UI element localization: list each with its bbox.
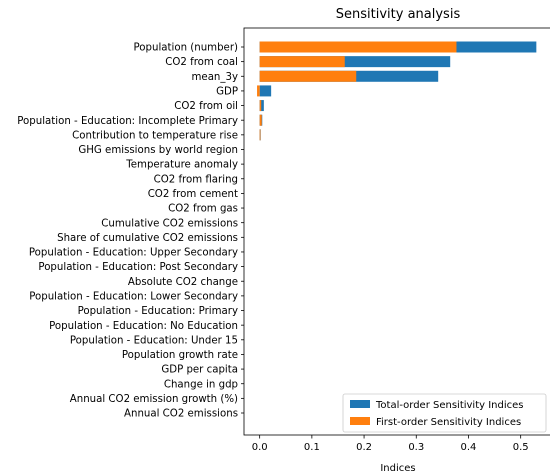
y-tick-label: CO2 from oil xyxy=(174,101,238,112)
bar-first-order xyxy=(259,56,345,68)
legend-label-first: First-order Sensitivity Indices xyxy=(376,417,521,428)
y-tick-label: CO2 from coal xyxy=(165,57,238,68)
bar-total-order xyxy=(259,56,451,68)
y-tick-label: Population - Education: Upper Secondary xyxy=(29,248,238,259)
bar-total-order xyxy=(259,100,264,112)
legend-label-total: Total-order Sensitivity Indices xyxy=(375,400,524,411)
y-tick-label: Share of cumulative CO2 emissions xyxy=(57,233,238,244)
bar-total-order xyxy=(259,85,272,97)
y-tick-label: Annual CO2 emission growth (%) xyxy=(70,394,238,405)
y-tick-label: GDP per capita xyxy=(161,365,238,376)
plot-frame xyxy=(243,27,550,436)
bar-group xyxy=(257,41,537,141)
chart-title: Sensitivity analysis xyxy=(336,7,461,22)
legend: Total-order Sensitivity Indices First-or… xyxy=(342,393,547,433)
x-tick-label: 0.5 xyxy=(513,442,529,453)
y-tick-label: Population - Education: Post Secondary xyxy=(38,262,238,273)
legend-swatch-total xyxy=(350,400,370,408)
x-tick-label: 0.3 xyxy=(408,442,424,453)
x-tick-label: 0.2 xyxy=(356,442,372,453)
x-axis: 0.0 0.1 0.2 0.3 0.4 0.5 xyxy=(252,435,529,453)
y-tick-label: Contribution to temperature rise xyxy=(72,130,238,141)
y-tick-label: CO2 from flaring xyxy=(154,174,238,185)
y-tick-label: Population - Education: Primary xyxy=(78,306,238,317)
y-tick-label: Change in gdp xyxy=(164,379,238,390)
bar-first-order xyxy=(259,129,261,141)
y-tick-label: Population (number) xyxy=(134,43,238,54)
y-axis-labels: Population (number) CO2 from coal mean_3y G… xyxy=(17,43,244,420)
y-tick-label: GDP xyxy=(216,87,238,98)
x-tick-label: 0.1 xyxy=(304,442,320,453)
x-tick-label: 0.4 xyxy=(461,442,477,453)
y-tick-label: Absolute CO2 change xyxy=(128,277,238,288)
bar-first-order xyxy=(259,70,357,82)
bar-first-order xyxy=(259,114,262,126)
y-tick-label: Population - Education: Under 15 xyxy=(70,335,238,346)
y-tick-label: mean_3y xyxy=(192,72,239,83)
bar-first-order xyxy=(259,41,457,53)
y-tick-label: CO2 from gas xyxy=(168,204,238,215)
y-tick-label: Population - Education: Incomplete Prima… xyxy=(17,116,238,127)
y-tick-label: Population - Education: Lower Secondary xyxy=(29,291,238,302)
y-tick-label: Temperature anomaly xyxy=(125,160,238,171)
legend-swatch-first xyxy=(350,417,370,425)
x-tick-label: 0.0 xyxy=(252,442,268,453)
y-tick-label: Annual CO2 emissions xyxy=(124,409,238,420)
y-tick-label: Population - Education: No Education xyxy=(49,321,238,332)
y-tick-label: CO2 from cement xyxy=(148,189,238,200)
bar-first-order xyxy=(257,85,260,97)
x-axis-label: Indices xyxy=(380,463,415,474)
bar-first-order xyxy=(259,100,262,112)
y-tick-label: GHG emissions by world region xyxy=(78,145,238,156)
legend-box xyxy=(342,393,547,433)
y-tick-label: Cumulative CO2 emissions xyxy=(101,218,238,229)
y-tick-label: Population growth rate xyxy=(122,350,238,361)
